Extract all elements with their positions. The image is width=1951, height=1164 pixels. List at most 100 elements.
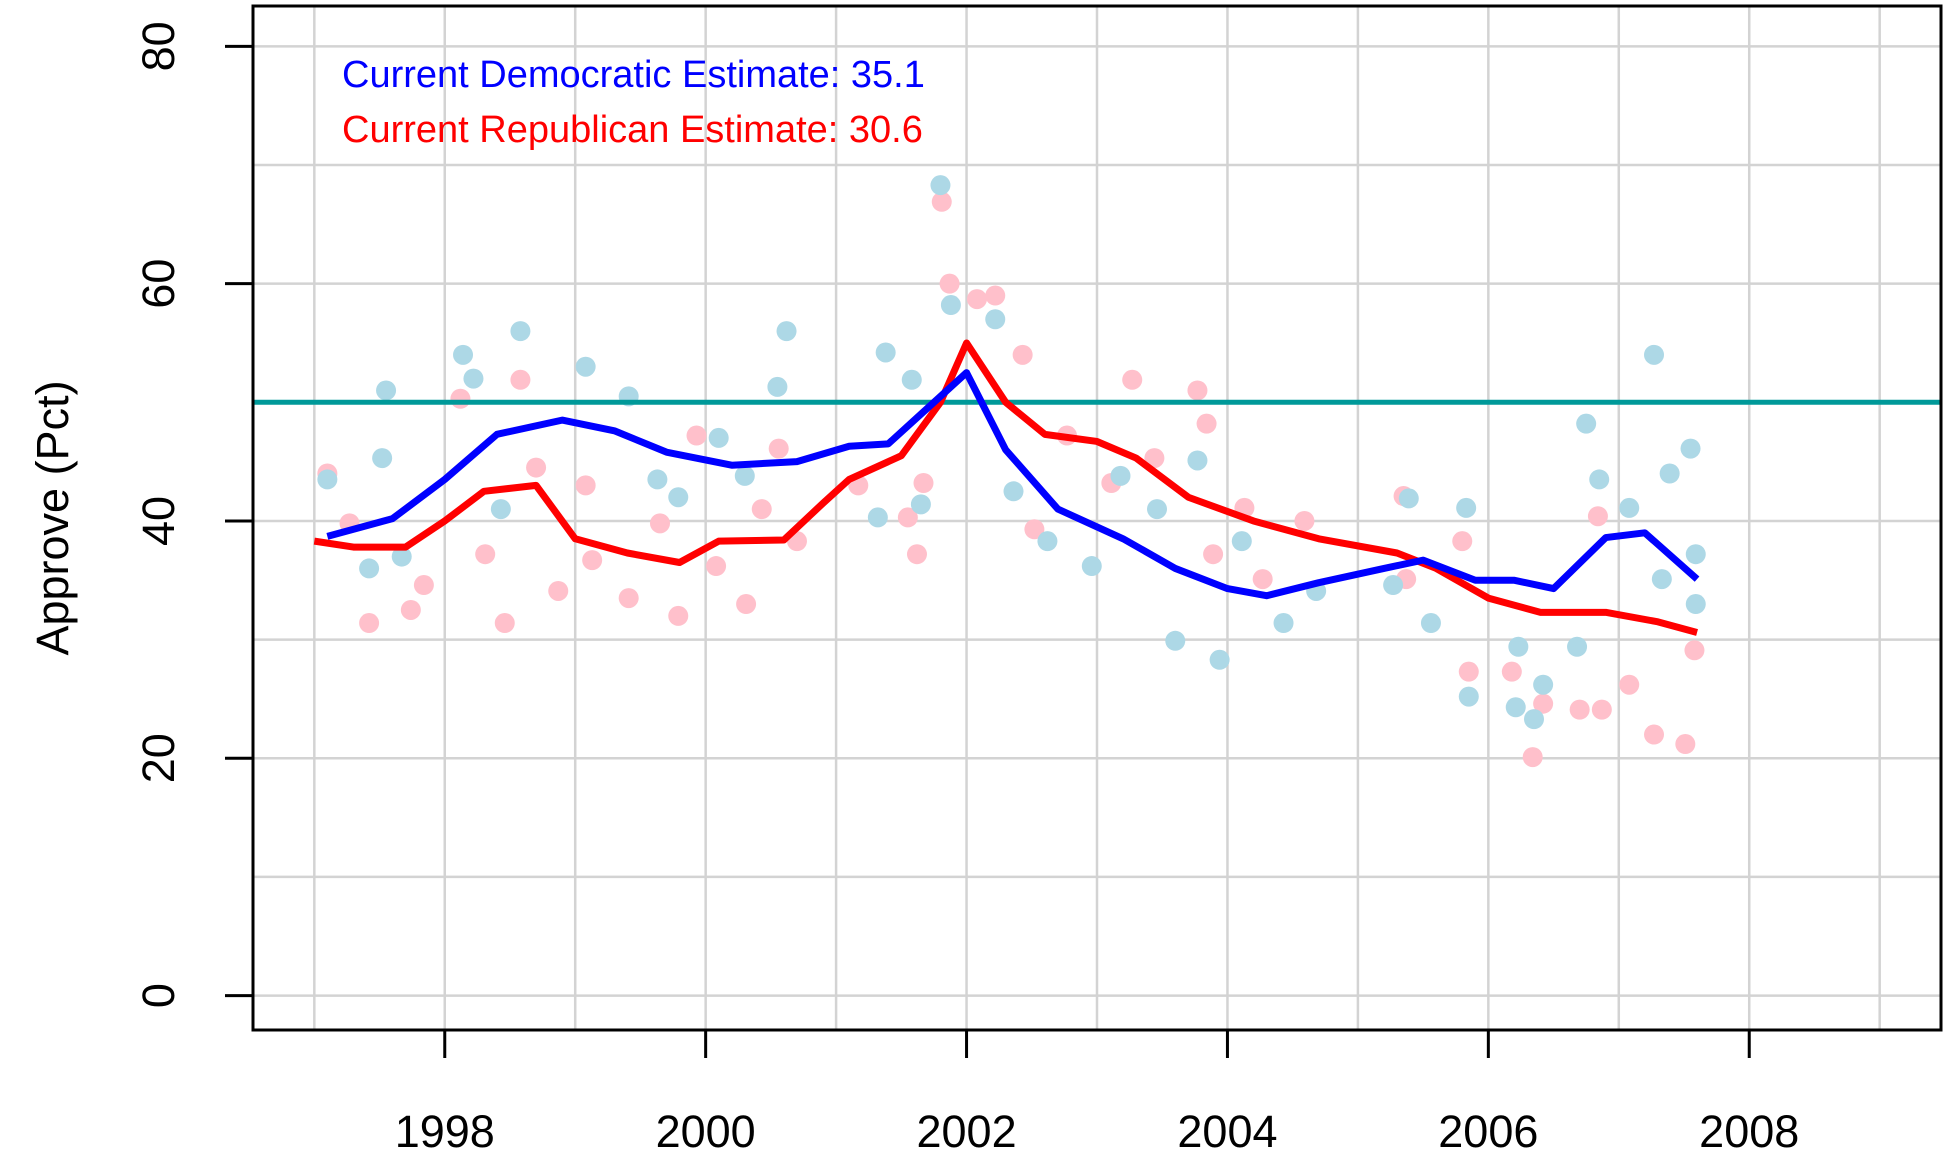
point	[490, 499, 511, 520]
point	[413, 575, 434, 596]
point	[875, 342, 896, 363]
point	[1587, 506, 1608, 527]
point	[450, 388, 471, 409]
point	[400, 599, 421, 620]
point	[1644, 344, 1665, 365]
point	[734, 465, 755, 486]
y-tick-label: 60	[133, 259, 184, 309]
point	[668, 487, 689, 508]
point	[1619, 674, 1640, 695]
point	[668, 605, 689, 626]
point	[1294, 510, 1315, 531]
point	[686, 425, 707, 446]
point	[1569, 699, 1590, 720]
point	[706, 556, 727, 577]
point	[649, 513, 670, 534]
point	[1110, 465, 1131, 486]
point	[708, 427, 729, 448]
point	[1680, 438, 1701, 459]
point	[510, 369, 531, 390]
point	[1458, 686, 1479, 707]
point	[768, 438, 789, 459]
point	[1209, 649, 1230, 670]
point	[1383, 575, 1404, 596]
point	[1203, 544, 1224, 565]
point	[1003, 481, 1024, 502]
point	[391, 546, 412, 567]
x-tick-label: 2004	[1177, 1106, 1277, 1157]
point	[1144, 448, 1165, 469]
y-tick-label: 0	[133, 983, 184, 1008]
point	[985, 309, 1006, 330]
point	[930, 175, 951, 196]
point	[966, 289, 987, 310]
point	[910, 494, 931, 515]
point	[1619, 497, 1640, 518]
point	[901, 369, 922, 390]
y-tick-label: 80	[133, 21, 184, 71]
point	[582, 550, 603, 571]
point	[1659, 463, 1680, 484]
point	[1165, 630, 1186, 651]
point	[1187, 380, 1208, 401]
y-tick-label: 40	[133, 496, 184, 546]
point	[494, 613, 515, 634]
point	[1398, 488, 1419, 509]
point	[1685, 544, 1706, 565]
point	[475, 544, 496, 565]
point	[867, 507, 888, 528]
point	[1456, 497, 1477, 518]
annotation: Current Republican Estimate: 30.6	[342, 109, 923, 151]
point	[897, 507, 918, 528]
point	[1273, 613, 1294, 634]
point	[618, 588, 639, 609]
y-axis-label: Approve (Pct)	[27, 380, 78, 655]
point	[985, 285, 1006, 306]
x-tick-label: 2008	[1699, 1106, 1799, 1157]
point	[647, 469, 668, 490]
point	[1589, 469, 1610, 490]
point	[939, 273, 960, 294]
point	[1196, 413, 1217, 434]
point	[1420, 613, 1441, 634]
point	[575, 475, 596, 496]
point	[931, 191, 952, 212]
plot-box	[251, 4, 1943, 1032]
point	[776, 321, 797, 342]
point	[463, 368, 484, 389]
point	[1187, 450, 1208, 471]
point	[317, 469, 338, 490]
x-tick-label: 2006	[1438, 1106, 1538, 1157]
point	[1012, 344, 1033, 365]
point	[1685, 594, 1706, 615]
line	[313, 339, 1698, 636]
y-tick-label: 20	[133, 733, 184, 783]
point	[1576, 413, 1597, 434]
point	[940, 295, 961, 316]
point	[359, 613, 380, 634]
point	[913, 472, 934, 493]
x-tick-label: 2000	[656, 1106, 756, 1157]
point	[1037, 531, 1058, 552]
point	[1501, 661, 1522, 682]
point	[1505, 697, 1526, 718]
point	[1508, 636, 1529, 657]
point	[1252, 569, 1273, 590]
point	[736, 594, 757, 615]
line	[326, 369, 1700, 600]
point	[1644, 724, 1665, 745]
point	[1231, 531, 1252, 552]
point	[1651, 569, 1672, 590]
point	[1524, 709, 1545, 730]
point	[359, 558, 380, 579]
x-tick-label: 1998	[395, 1106, 495, 1157]
x-tick-label: 2002	[916, 1106, 1016, 1157]
point	[767, 376, 788, 397]
point	[510, 321, 531, 342]
point	[1458, 661, 1479, 682]
point	[1533, 693, 1554, 714]
point	[376, 380, 397, 401]
point	[548, 580, 569, 601]
